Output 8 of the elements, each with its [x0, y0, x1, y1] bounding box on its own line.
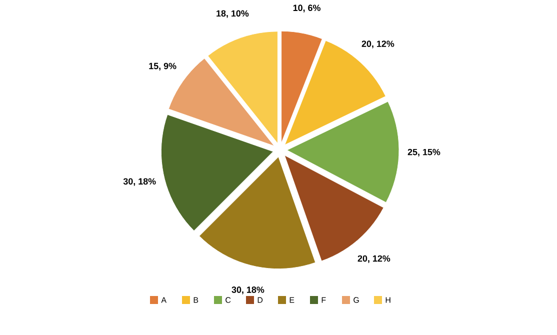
data-label: 10, 6% — [293, 4, 320, 12]
data-label: 15, 9% — [149, 62, 176, 70]
data-label: 18, 10% — [216, 10, 249, 18]
data-label: 30, 18% — [232, 286, 264, 294]
data-label: 30, 18% — [123, 178, 156, 186]
data-label: 20, 12% — [362, 40, 394, 48]
data-label: 20, 12% — [358, 255, 390, 263]
data-label: 25, 15% — [408, 148, 440, 157]
